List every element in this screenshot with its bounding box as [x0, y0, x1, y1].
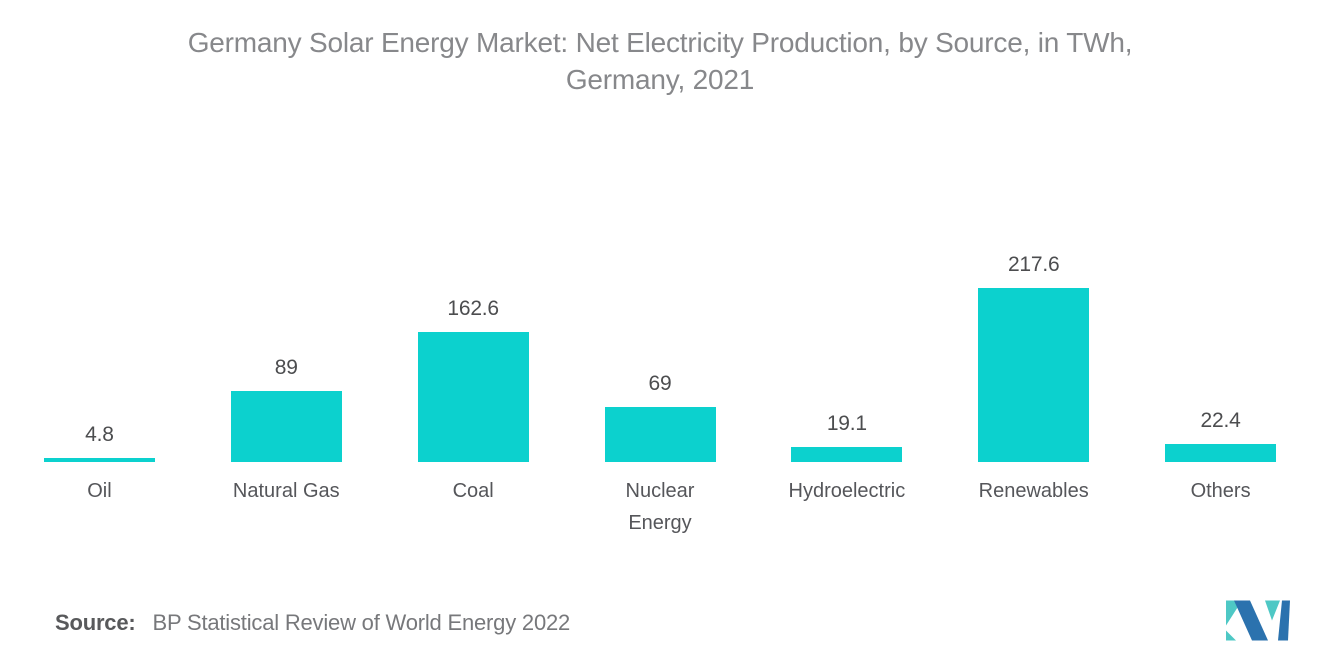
category-label: Oil: [87, 480, 112, 502]
bar-value-label: 89: [274, 356, 298, 379]
bar: [417, 332, 529, 462]
bar-area: 162.6: [380, 247, 567, 462]
bar-area: 4.8: [6, 247, 193, 462]
category-label: Others: [1190, 480, 1251, 502]
category-label: Hydroelectric: [788, 480, 906, 502]
source-text: BP Statistical Review of World Energy 20…: [152, 610, 571, 635]
logo-shape-teal-middle: [1265, 600, 1280, 621]
bar-area: 89: [193, 247, 380, 462]
bar-value-label: 217.6: [1007, 253, 1060, 276]
bar-column: 4.8 Oil: [6, 247, 193, 539]
source-label: Source:: [55, 610, 136, 635]
bar: [43, 458, 155, 462]
bar-column: 19.1 Hydroelectric: [753, 247, 940, 539]
category-label: Nuclear Energy: [625, 480, 695, 534]
source-line: Source: BP Statistical Review of World En…: [55, 610, 570, 636]
bar-area: 22.4: [1127, 247, 1314, 462]
bar: [604, 407, 716, 462]
bar-value-label: 19.1: [826, 412, 867, 435]
category-label: Natural Gas: [232, 480, 340, 502]
chart-title: Germany Solar Energy Market: Net Electri…: [187, 27, 1133, 95]
bar-column: 22.4 Others: [1127, 247, 1314, 539]
logo-shape-blue-right: [1278, 600, 1290, 641]
bar-area: 69: [567, 247, 754, 462]
bar: [1165, 444, 1277, 462]
bar-chart: 4.8 Oil 89 Natural Gas 162.6 Coal 69 Nuclear En…: [6, 247, 1314, 539]
logo-shape-teal-bottom-left: [1226, 630, 1236, 641]
bar-value-label: 4.8: [85, 423, 114, 446]
bar-column: 162.6 Coal: [380, 247, 567, 539]
bar: [230, 391, 342, 462]
bar: [791, 447, 903, 462]
bar-area: 19.1: [753, 247, 940, 462]
bar-value-label: 162.6: [447, 297, 499, 320]
bar: [978, 288, 1090, 462]
bar-value-label: 22.4: [1200, 409, 1241, 432]
category-label: Coal: [452, 480, 494, 502]
bar-column: 69 Nuclear Energy: [567, 247, 754, 539]
bar-value-label: 69: [648, 372, 672, 395]
bar-column: 217.6 Renewables: [940, 247, 1127, 539]
mordor-intelligence-logo: [1226, 600, 1290, 641]
logo-shape-blue-diagonal: [1234, 600, 1268, 641]
bar-column: 89 Natural Gas: [193, 247, 380, 539]
bar-area: 217.6: [940, 247, 1127, 462]
category-label: Renewables: [978, 480, 1089, 502]
